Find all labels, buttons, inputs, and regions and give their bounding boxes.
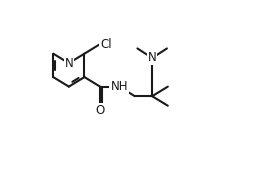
Text: N: N: [148, 51, 156, 64]
Text: Cl: Cl: [100, 38, 112, 51]
Text: N: N: [65, 57, 73, 70]
Text: O: O: [96, 104, 105, 117]
Text: NH: NH: [110, 80, 128, 93]
